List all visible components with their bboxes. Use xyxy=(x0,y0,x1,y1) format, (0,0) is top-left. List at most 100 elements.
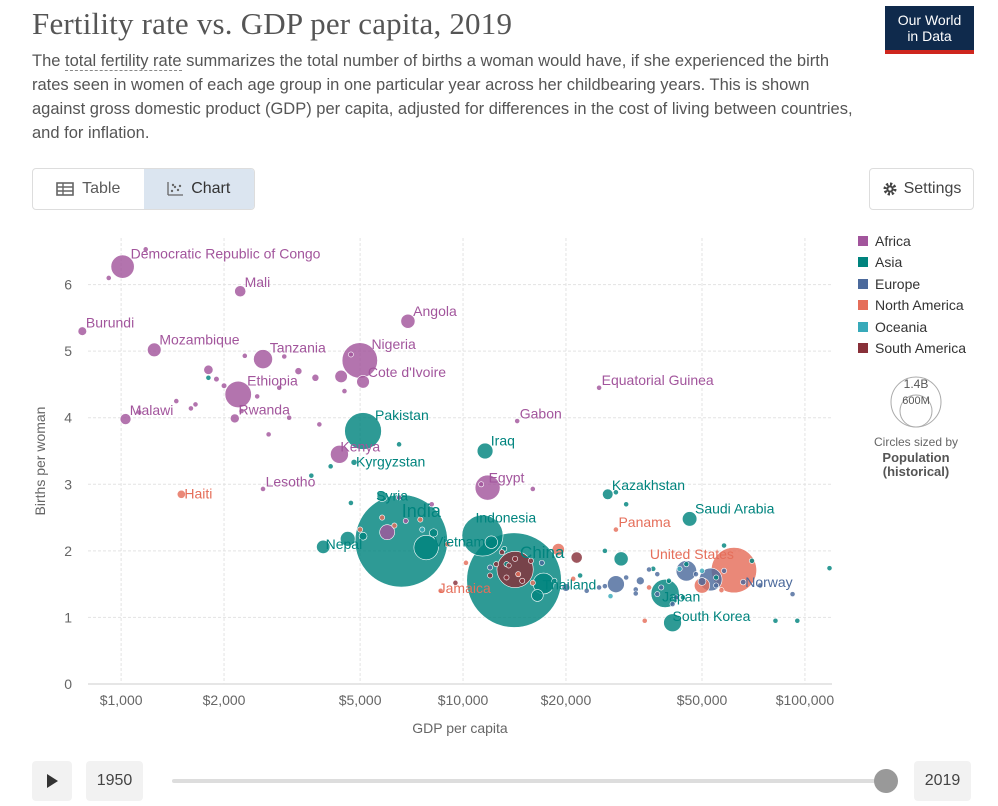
data-point xyxy=(327,463,334,470)
data-point xyxy=(531,589,544,602)
tab-chart-label: Chart xyxy=(191,180,231,197)
data-point xyxy=(188,405,194,412)
view-tabs: Table Chart xyxy=(32,168,255,210)
data-point xyxy=(224,380,252,408)
y-tick-label: 2 xyxy=(64,543,72,559)
data-point xyxy=(607,575,625,593)
point-label: Egypt xyxy=(489,470,525,486)
legend-item-asia[interactable]: Asia xyxy=(858,252,966,274)
data-point xyxy=(613,551,629,567)
data-point xyxy=(294,367,303,375)
x-axis-label: GDP per capita xyxy=(412,720,508,736)
data-point xyxy=(718,587,725,594)
chart-subtitle: The total fertility rate summarizes the … xyxy=(32,49,862,145)
point-label: Angola xyxy=(413,303,457,319)
logo-line-2: in Data xyxy=(907,28,952,44)
data-point xyxy=(577,572,584,579)
timeline-end-year[interactable]: 2019 xyxy=(914,761,971,801)
legend-item-africa[interactable]: Africa xyxy=(858,230,966,252)
data-point xyxy=(794,617,801,624)
data-point xyxy=(358,531,368,541)
data-point xyxy=(826,565,833,572)
legend-swatch xyxy=(858,343,868,354)
data-point xyxy=(229,413,240,424)
size-legend-variable-note: (historical) xyxy=(882,464,950,479)
point-label: Kenya xyxy=(340,438,380,454)
data-point xyxy=(663,613,682,632)
data-point xyxy=(428,501,435,508)
point-label: Democratic Republic of Congo xyxy=(131,246,321,262)
data-point xyxy=(676,565,683,572)
tab-chart[interactable]: Chart xyxy=(143,169,254,209)
data-point xyxy=(665,577,672,584)
data-point xyxy=(641,617,648,624)
data-point xyxy=(379,514,386,521)
timeline-start-year[interactable]: 1950 xyxy=(86,761,143,801)
data-point xyxy=(276,384,283,391)
legend-item-north-america[interactable]: North America xyxy=(858,295,966,317)
x-tick-label: $1,000 xyxy=(100,692,143,708)
legend-item-south-america[interactable]: South America xyxy=(858,338,966,360)
play-button[interactable] xyxy=(32,761,72,801)
data-point xyxy=(503,574,510,581)
data-point xyxy=(334,369,348,384)
data-point xyxy=(529,579,536,586)
data-point xyxy=(613,489,619,496)
point-label: Kazakhstan xyxy=(612,477,685,493)
data-point xyxy=(789,591,796,598)
data-point xyxy=(348,351,354,358)
size-legend-caption: Circles sized by xyxy=(873,435,959,449)
data-point xyxy=(203,364,214,375)
data-point xyxy=(213,376,220,383)
point-label: Panama xyxy=(618,514,670,530)
point-label: Saudi Arabia xyxy=(695,501,775,517)
data-point xyxy=(396,494,402,501)
subtitle-body: summarizes the total number of births a … xyxy=(32,52,853,142)
fertility-rate-link[interactable]: total fertility rate xyxy=(65,52,182,71)
legend-item-oceania[interactable]: Oceania xyxy=(858,316,966,338)
chart-icon xyxy=(167,182,184,196)
point-label: Japan xyxy=(662,588,700,604)
table-icon xyxy=(56,182,74,196)
legend-item-europe[interactable]: Europe xyxy=(858,273,966,295)
point-label: Syria xyxy=(376,487,408,503)
legend-swatch xyxy=(858,300,868,311)
point-label: Rwanda xyxy=(238,402,290,418)
timeline-handle[interactable] xyxy=(874,769,898,793)
point-label: Ethiopia xyxy=(247,372,298,388)
data-point xyxy=(330,445,349,464)
point-label: China xyxy=(520,543,565,562)
point-label: India xyxy=(402,501,442,521)
data-point xyxy=(658,584,665,591)
data-point xyxy=(551,577,558,584)
point-label: Jamaica xyxy=(439,580,491,596)
size-legend-variable: Population xyxy=(882,450,950,465)
point-label: Kyrgyzstan xyxy=(356,453,425,469)
settings-button[interactable]: Settings xyxy=(869,168,974,210)
data-point xyxy=(583,587,590,594)
timeline-track[interactable] xyxy=(172,779,887,783)
point-label: Mozambique xyxy=(159,332,239,348)
y-tick-label: 3 xyxy=(64,476,72,492)
data-point xyxy=(650,579,680,608)
data-point xyxy=(646,566,652,573)
point-label: Gabon xyxy=(520,405,562,421)
data-point xyxy=(253,349,273,369)
y-tick-label: 0 xyxy=(64,676,72,692)
data-point xyxy=(348,500,354,506)
owid-logo[interactable]: Our World in Data xyxy=(885,6,974,54)
point-label: Vietnam xyxy=(434,534,485,550)
point-label: Norway xyxy=(745,574,792,590)
data-point xyxy=(693,571,699,578)
data-point xyxy=(396,441,402,448)
timeline: 1950 2019 xyxy=(0,755,998,805)
legend-swatch xyxy=(858,278,868,289)
x-tick-label: $100,000 xyxy=(776,692,835,708)
data-point xyxy=(444,541,451,548)
data-point xyxy=(487,572,494,579)
x-tick-label: $5,000 xyxy=(339,692,382,708)
data-point xyxy=(400,313,416,329)
data-point xyxy=(136,409,143,416)
tab-table[interactable]: Table xyxy=(33,169,144,209)
x-tick-label: $20,000 xyxy=(541,692,592,708)
